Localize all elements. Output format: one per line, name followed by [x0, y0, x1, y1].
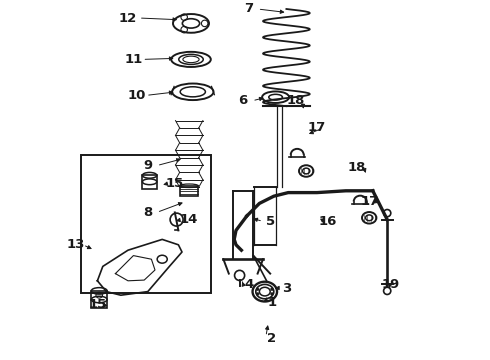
- Text: 8: 8: [143, 206, 152, 219]
- Text: 17: 17: [308, 121, 326, 134]
- Text: 19: 19: [382, 278, 400, 291]
- Circle shape: [270, 288, 273, 291]
- Bar: [143, 175, 157, 189]
- Bar: [180, 186, 198, 196]
- Text: 16: 16: [318, 215, 337, 228]
- Text: 7: 7: [244, 3, 253, 15]
- Text: 5: 5: [266, 215, 275, 228]
- Text: 14: 14: [180, 213, 198, 226]
- Text: 1: 1: [268, 296, 276, 309]
- Text: 11: 11: [124, 53, 143, 66]
- Text: 18: 18: [347, 161, 366, 174]
- Text: 17: 17: [360, 195, 378, 208]
- Bar: [91, 291, 107, 308]
- Text: 9: 9: [143, 159, 152, 172]
- Text: 10: 10: [128, 89, 146, 102]
- Text: 4: 4: [244, 278, 253, 291]
- Text: 6: 6: [239, 94, 248, 107]
- Text: 15: 15: [88, 298, 106, 311]
- Circle shape: [256, 288, 259, 291]
- Text: 18: 18: [286, 94, 305, 107]
- Circle shape: [256, 293, 259, 295]
- Text: 15: 15: [166, 177, 184, 190]
- Text: 12: 12: [119, 12, 137, 24]
- Circle shape: [270, 293, 273, 295]
- Text: 3: 3: [282, 282, 291, 294]
- Text: 2: 2: [268, 332, 276, 345]
- Text: 13: 13: [67, 238, 85, 251]
- Bar: [81, 155, 211, 293]
